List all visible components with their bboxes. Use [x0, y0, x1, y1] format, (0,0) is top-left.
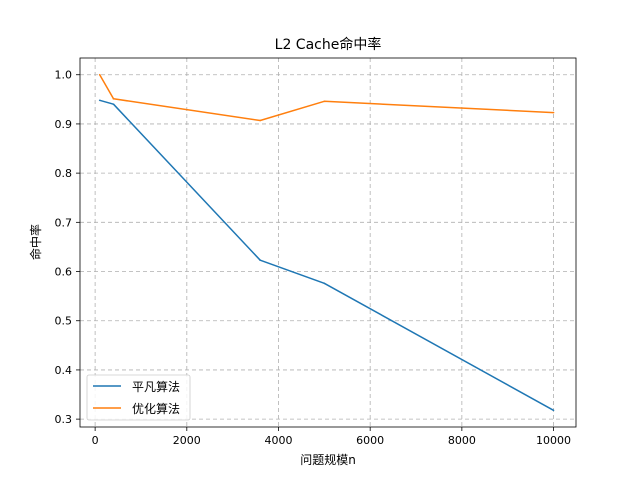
- series-1-point: [552, 409, 555, 412]
- y-tick-label: 0.5: [55, 315, 73, 328]
- x-tick-label: 6000: [356, 434, 384, 447]
- y-tick-label: 0.6: [55, 266, 73, 279]
- axis-ticks: 0 2000 4000 6000 8000 10000 0.3 0.4 0.5 0.6 0.7 0.8…: [55, 69, 572, 447]
- x-tick-label: 8000: [448, 434, 476, 447]
- series-1-point: [323, 282, 326, 285]
- x-tick-label: 2000: [173, 434, 201, 447]
- series-layer: [98, 73, 555, 412]
- legend-label-series-1: 平凡算法: [132, 379, 180, 394]
- series-2-point: [112, 98, 115, 100]
- series-1-point: [112, 103, 115, 106]
- grid: [80, 58, 576, 427]
- chart-title: L2 Cache命中率: [275, 36, 382, 53]
- y-tick-label: 0.7: [55, 216, 73, 229]
- series-line-2: [99, 74, 554, 122]
- legend: 平凡算法 优化算法: [86, 374, 191, 421]
- y-axis-label: 命中率: [28, 224, 43, 260]
- legend-label-series-2: 优化算法: [132, 401, 180, 416]
- x-tick-label: 10000: [536, 434, 571, 447]
- y-tick-label: 0.8: [55, 167, 73, 180]
- y-tick-label: 0.9: [55, 118, 73, 131]
- x-tick-label: 0: [92, 434, 99, 447]
- x-tick-label: 4000: [264, 434, 292, 447]
- y-tick-label: 0.3: [55, 413, 73, 426]
- y-tick-label: 1.0: [55, 69, 73, 82]
- series-2-point: [552, 111, 555, 114]
- series-2-point: [323, 100, 326, 103]
- series-1-point: [98, 99, 101, 102]
- series-2-point: [98, 73, 101, 76]
- series-line-1: [99, 99, 554, 411]
- y-tick-label: 0.4: [55, 364, 73, 377]
- x-axis-label: 问题规模n: [300, 452, 356, 467]
- series-2-point: [259, 119, 261, 122]
- series-1-point: [259, 259, 261, 262]
- plot-area-frame: [79, 57, 577, 428]
